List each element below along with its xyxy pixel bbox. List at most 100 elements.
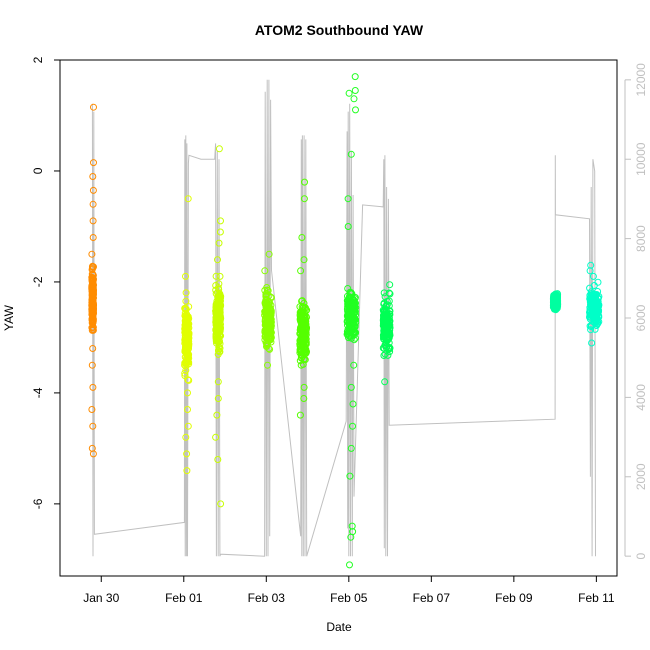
data-point	[383, 301, 391, 309]
y2-tick-label: 8000	[634, 225, 648, 252]
data-point	[181, 321, 189, 329]
data-point	[344, 223, 352, 230]
data-point	[214, 395, 222, 402]
data-point	[267, 319, 275, 327]
data-point	[212, 282, 220, 289]
data-point	[350, 361, 358, 369]
data-point	[181, 369, 189, 377]
data-point	[217, 217, 224, 225]
data-point	[298, 234, 306, 241]
data-point	[344, 311, 352, 319]
data-point	[352, 106, 359, 114]
x-tick-label: Feb 09	[495, 591, 533, 605]
data-point	[350, 322, 358, 330]
data-point	[587, 326, 595, 334]
data-point	[217, 500, 225, 508]
data-point	[185, 303, 193, 311]
data-point	[298, 297, 306, 305]
data-point	[183, 450, 191, 458]
data-point	[588, 339, 596, 347]
data-point	[89, 383, 97, 391]
data-point	[351, 305, 358, 313]
data-point	[381, 378, 389, 386]
data-point	[343, 330, 351, 338]
data-point	[298, 351, 306, 359]
data-point	[302, 349, 310, 357]
data-point	[349, 422, 356, 430]
data-point	[587, 323, 595, 331]
data-point	[586, 284, 594, 292]
data-point	[351, 87, 359, 94]
data-point	[381, 350, 389, 358]
data-point	[183, 332, 191, 340]
data-point	[215, 309, 223, 317]
data-point	[214, 456, 222, 463]
point-cluster	[343, 73, 360, 569]
data-point	[552, 298, 560, 305]
data-point	[344, 299, 352, 307]
data-point	[349, 528, 357, 536]
data-point	[588, 310, 596, 318]
data-point	[215, 239, 223, 247]
data-point	[300, 256, 308, 264]
data-point	[184, 389, 191, 397]
data-point	[264, 302, 272, 310]
data-point	[181, 304, 189, 312]
data-point	[385, 334, 393, 342]
data-point	[267, 306, 275, 314]
data-point	[184, 406, 191, 413]
data-point	[347, 383, 355, 391]
data-point	[215, 343, 223, 351]
x-tick-label: Feb 07	[413, 591, 451, 605]
data-point	[385, 289, 393, 297]
data-point	[297, 267, 305, 275]
data-point	[184, 322, 192, 329]
data-point	[300, 383, 308, 391]
data-point	[213, 339, 220, 347]
data-point	[300, 395, 308, 402]
y2-axis: 0 2000 4000 6000 8000 10000 12000	[624, 63, 648, 559]
data-point	[301, 304, 309, 312]
x-tick-label: Feb 05	[330, 591, 368, 605]
data-point	[184, 422, 192, 430]
data-point	[88, 406, 96, 413]
point-cluster	[296, 178, 311, 419]
data-point	[212, 272, 220, 280]
data-point	[184, 344, 192, 352]
data-point	[212, 433, 220, 441]
data-point	[551, 294, 558, 301]
data-point	[88, 285, 96, 293]
data-point	[89, 173, 97, 180]
data-point	[88, 250, 96, 258]
data-point	[89, 284, 97, 292]
data-point	[216, 272, 224, 280]
data-point	[346, 295, 354, 303]
plot-frame	[59, 59, 618, 577]
data-point	[89, 325, 97, 333]
data-point	[591, 301, 598, 309]
data-point	[587, 288, 595, 296]
data-point	[301, 322, 309, 330]
y2-tick-label: 6000	[634, 304, 648, 331]
data-point	[89, 422, 97, 430]
data-point	[350, 95, 358, 103]
data-point	[89, 289, 97, 297]
data-point	[185, 376, 193, 384]
data-point	[298, 324, 306, 332]
data-point	[298, 312, 305, 320]
data-point	[383, 311, 391, 319]
y2-tick-label: 2000	[634, 463, 648, 490]
y2-tick-label: 0	[634, 552, 648, 559]
data-point	[88, 361, 96, 369]
data-point	[214, 256, 221, 264]
data-point	[384, 321, 392, 329]
data-point	[297, 361, 305, 369]
x-tick-label: Jan 30	[83, 591, 119, 605]
data-point	[88, 294, 96, 302]
data-point	[88, 309, 96, 317]
data-point	[216, 228, 224, 236]
data-point	[386, 281, 394, 289]
data-point	[345, 321, 353, 329]
data-point	[592, 305, 600, 313]
data-point	[349, 315, 357, 323]
